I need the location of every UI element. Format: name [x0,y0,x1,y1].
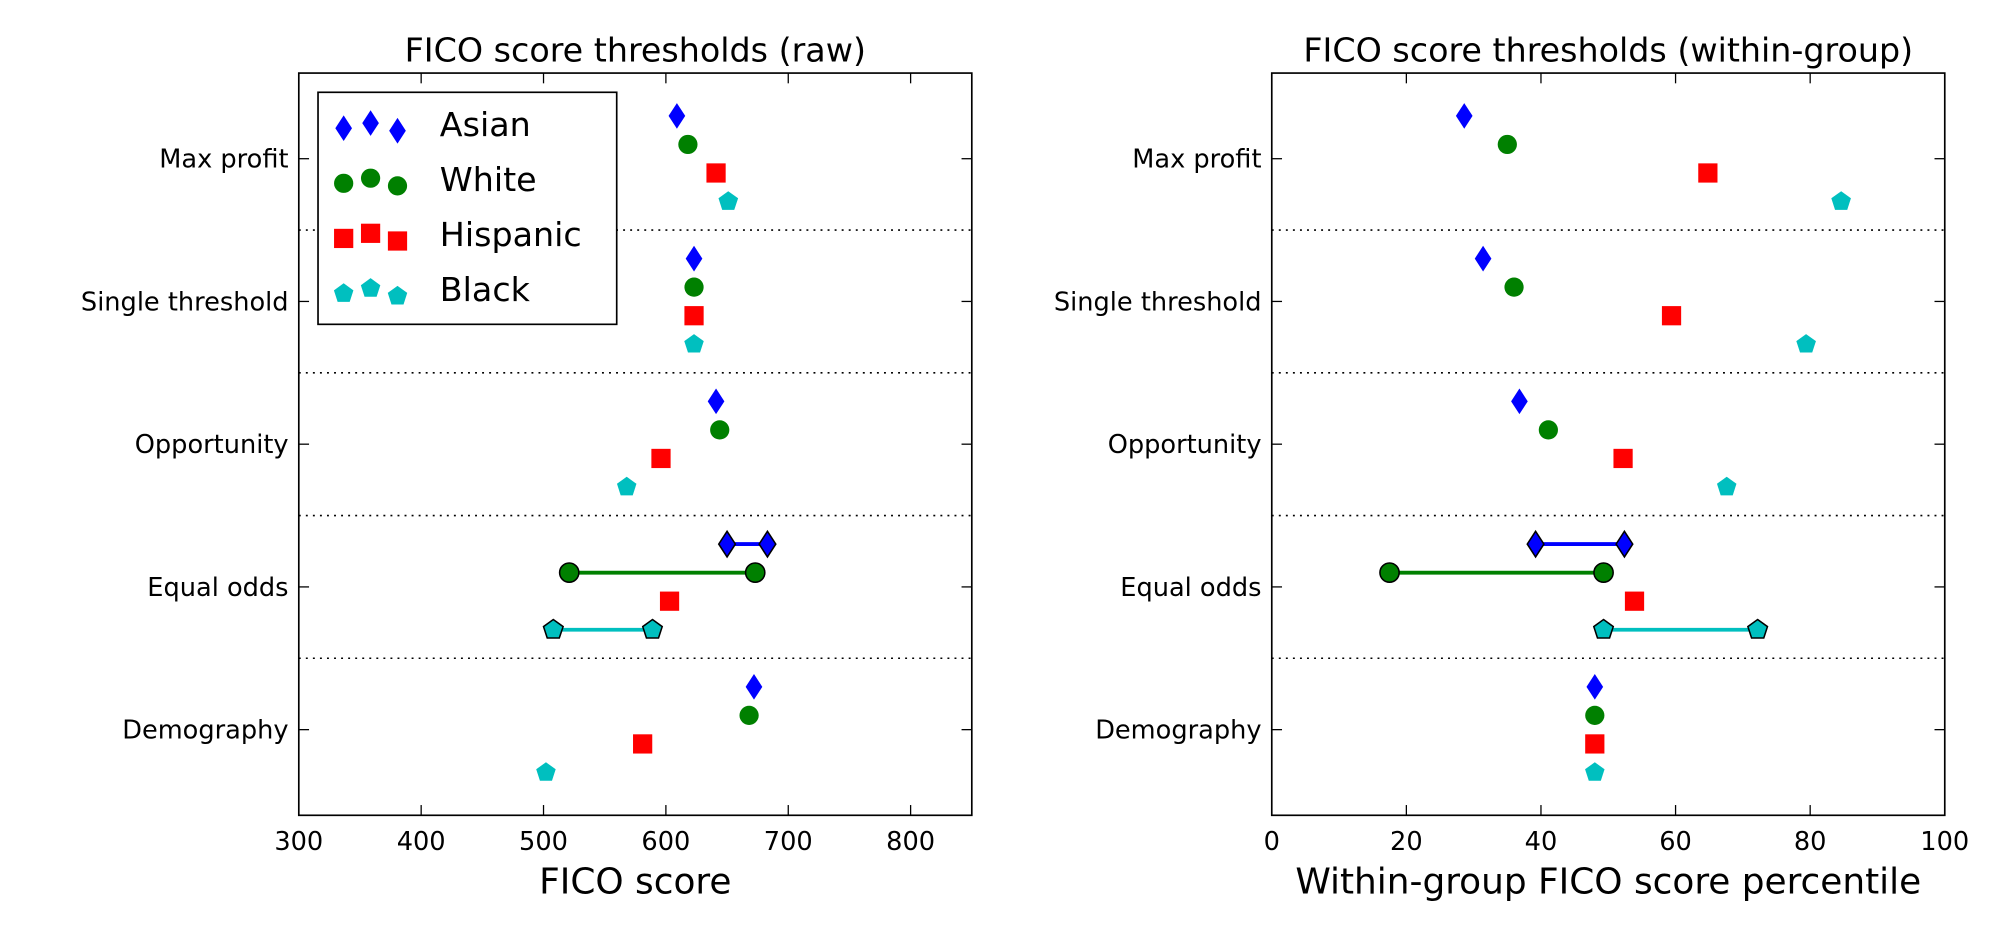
marker-asian-max-profit [1455,103,1473,129]
marker-hispanic-single-threshold [684,306,704,326]
y-tick-label: Single threshold [81,287,289,317]
marker-white-single-threshold [1504,277,1524,297]
marker-white-demography [1585,705,1605,725]
marker-hispanic-demography [633,734,653,754]
legend-marker-hispanic [334,228,354,249]
plot-frame [1270,72,1946,817]
legend-marker-white [360,168,381,188]
chart-panel-2: FICO score thresholds (within-group) With… [1054,31,1969,903]
marker-hispanic-demography [1585,734,1605,754]
x-tick-label: 600 [641,827,690,857]
x-tick-label: 20 [1390,827,1423,857]
marker-asian-equal-odds [717,529,737,559]
marker-asian-equal-odds [758,529,777,559]
x-tick-label: 60 [1659,827,1692,857]
marker-asian-equal-odds [1526,529,1545,559]
chart-panel-1: FICO score thresholds (raw) FICO score 300… [81,31,973,902]
marker-hispanic-max-profit [1698,163,1718,183]
marker-black-equal-odds [1746,618,1769,639]
legend-label: Asian [440,105,531,144]
marker-black-max-profit [1831,191,1851,210]
marker-asian-opportunity [707,388,725,415]
x-tick-label: 80 [1794,827,1827,857]
marker-hispanic-equal-odds [659,591,680,611]
y-tick-label: Max profit [1132,145,1261,175]
y-tick-label: Equal odds [147,573,288,603]
marker-black-single-threshold [1796,334,1816,353]
marker-white-opportunity [710,420,730,440]
marker-black-max-profit [718,191,739,210]
x-axis-label: FICO score [539,861,731,902]
marker-black-equal-odds [1592,618,1615,639]
marker-hispanic-max-profit [706,163,726,183]
y-tick-label: Equal odds [1120,573,1261,603]
marker-hispanic-opportunity [651,448,671,469]
marker-white-equal-odds [1593,562,1614,584]
x-tick-label: 500 [519,827,568,857]
x-tick-label: 800 [886,827,935,857]
x-tick-label: 300 [274,827,323,857]
y-tick-label: Max profit [159,145,288,175]
chart-title: FICO score thresholds (raw) [405,31,866,70]
x-axis-label: Within-group FICO score percentile [1295,861,1921,902]
x-tick-label: 700 [764,827,813,857]
marker-asian-opportunity [1511,388,1528,415]
legend-marker-white [334,173,354,193]
x-tick-label: 100 [1920,827,1969,857]
marker-black-demography [536,762,556,781]
marker-white-max-profit [678,134,698,155]
marker-asian-single-threshold [685,245,703,272]
marker-black-equal-odds [641,618,664,639]
marker-asian-demography [745,674,763,700]
legend-marker-black [387,285,408,305]
marker-hispanic-opportunity [1613,448,1633,469]
marker-white-single-threshold [684,277,704,297]
y-tick-label: Single threshold [1054,287,1262,317]
marker-hispanic-single-threshold [1661,306,1682,326]
marker-asian-single-threshold [1474,245,1492,272]
legend-marker-black [333,283,354,302]
x-tick-label: 400 [397,827,446,857]
legend-marker-asian [389,117,406,144]
marker-black-single-threshold [684,334,704,353]
marker-black-equal-odds [542,618,565,639]
marker-white-equal-odds [744,562,766,584]
plot-frame [297,72,973,817]
marker-asian-demography [1586,674,1604,700]
chart-title: FICO score thresholds (within-group) [1303,31,1913,70]
y-tick-label: Opportunity [135,430,289,460]
marker-white-equal-odds [558,562,580,584]
marker-black-opportunity [1716,476,1737,496]
marker-white-opportunity [1538,420,1558,440]
legend-marker-hispanic [387,231,408,251]
y-tick-label: Demography [1095,716,1261,746]
marker-black-demography [1585,762,1605,781]
marker-hispanic-equal-odds [1624,591,1645,611]
y-tick-label: Demography [122,716,288,746]
x-tick-label: 0 [1264,827,1280,857]
marker-asian-max-profit [668,103,686,129]
legend-marker-asian [362,110,379,136]
marker-asian-equal-odds [1615,529,1634,559]
y-tick-label: Opportunity [1108,430,1262,460]
marker-white-equal-odds [1379,562,1400,584]
legend: Asian White Hispanic Black [317,91,618,326]
marker-white-max-profit [1497,134,1517,155]
legend-label: Black [440,270,531,309]
x-tick-label: 40 [1525,827,1558,857]
legend-label: White [440,160,537,199]
legend-marker-black [360,278,381,297]
legend-label: Hispanic [440,215,582,254]
marker-black-opportunity [616,476,637,496]
marker-white-demography [739,705,759,725]
legend-marker-hispanic [360,223,381,243]
legend-marker-white [387,176,408,196]
